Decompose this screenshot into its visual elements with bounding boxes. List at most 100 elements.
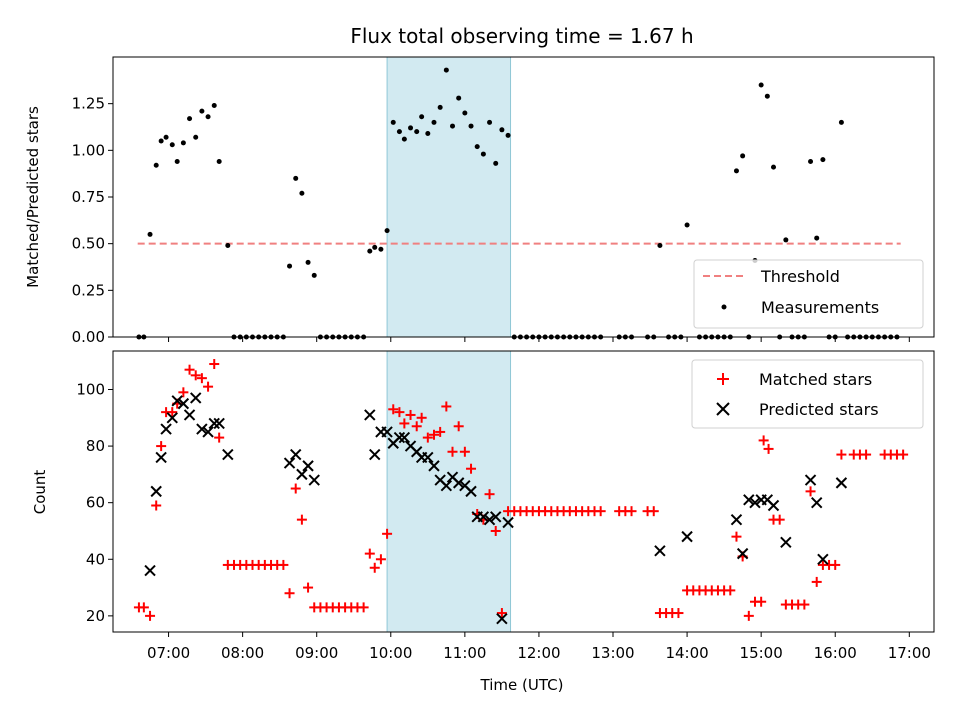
matched-point: [731, 531, 742, 542]
xtick-label: 10:00: [369, 644, 412, 662]
matched-point: [774, 514, 785, 525]
predicted-point: [302, 460, 314, 472]
matched-point: [805, 486, 816, 497]
predicted-point: [144, 564, 156, 577]
measurement-point: [468, 123, 474, 129]
predicted-point: [749, 496, 761, 509]
measurement-point: [499, 127, 505, 133]
matched-point: [394, 407, 405, 418]
predicted-point: [804, 474, 817, 486]
matched-point: [411, 421, 422, 432]
matched-point: [496, 608, 507, 619]
matched-point: [196, 373, 207, 384]
legend-measurements-label: Measurements: [761, 298, 879, 317]
measurement-point: [158, 138, 164, 144]
measurement-point: [487, 119, 493, 125]
ytick-label: 0.75: [72, 188, 105, 206]
predicted-point: [213, 417, 225, 430]
predicted-point: [160, 423, 172, 435]
matched-point: [190, 370, 201, 381]
predicted-point: [155, 451, 167, 464]
legend-matched-label: Matched stars: [759, 370, 872, 389]
matched-point: [184, 364, 195, 375]
predicted-point: [811, 496, 823, 509]
matched-point: [898, 449, 909, 460]
matched-point: [284, 588, 295, 599]
ytick-label: 80: [86, 437, 105, 455]
ytick-label: 1.25: [72, 95, 105, 113]
matched-point: [203, 381, 214, 392]
measurement-point: [431, 119, 437, 125]
measurement-point: [367, 248, 373, 254]
predicted-point: [736, 547, 749, 560]
measurement-point: [419, 114, 425, 120]
predicted-point: [743, 494, 755, 506]
matched-point: [382, 528, 393, 539]
measurement-point: [684, 222, 690, 228]
matched-point: [388, 404, 399, 415]
measurement-point: [443, 67, 449, 73]
highlight-span: [386, 56, 512, 338]
predicted-point: [171, 395, 183, 407]
predicted-point: [190, 392, 202, 404]
measurement-point: [764, 93, 770, 99]
ytick-label: 1.00: [72, 141, 105, 159]
matched-point: [296, 514, 307, 525]
predicted-point: [681, 530, 693, 543]
ytick-label: 40: [86, 550, 105, 568]
predicted-point: [183, 409, 196, 421]
matched-point: [416, 412, 427, 423]
predicted-point: [780, 536, 792, 549]
measurement-point: [401, 136, 407, 142]
predicted-point: [393, 431, 406, 444]
predicted-point: [296, 468, 308, 481]
measurement-point: [396, 129, 402, 135]
ytick-label: 100: [76, 380, 105, 398]
matched-point: [756, 596, 767, 607]
measurement-point: [216, 159, 222, 165]
measurement-point: [437, 104, 443, 110]
measurement-point: [153, 162, 159, 168]
measurement-point: [163, 134, 169, 140]
measurement-point: [657, 243, 663, 249]
matched-point: [861, 449, 872, 460]
panel-counts-ylabel: Count: [31, 470, 49, 515]
measurement-point: [771, 164, 777, 170]
matched-point: [151, 500, 162, 511]
measurement-point: [305, 259, 311, 265]
measurement-point: [169, 142, 175, 148]
matched-point: [466, 463, 477, 474]
xtick-label: 07:00: [147, 644, 190, 662]
matched-point: [447, 446, 458, 457]
matched-point: [453, 421, 464, 432]
measurement-point: [814, 235, 820, 241]
predicted-point: [817, 553, 829, 565]
measurement-point: [414, 129, 420, 135]
matched-point: [758, 435, 769, 446]
measurement-point: [820, 157, 826, 163]
xtick-label: 08:00: [221, 644, 264, 662]
measurement-point: [225, 243, 231, 249]
matched-point: [435, 426, 446, 437]
matched-point: [459, 446, 470, 457]
xtick-label: 17:00: [888, 644, 931, 662]
matched-point: [422, 432, 433, 443]
matched-point: [156, 441, 167, 452]
matched-point: [364, 548, 375, 559]
predicted-point: [283, 457, 296, 469]
measurement-point: [783, 237, 789, 243]
matched-point: [743, 610, 754, 621]
predicted-point: [654, 545, 666, 557]
predicted-point: [166, 412, 178, 424]
legend-predicted-label: Predicted stars: [759, 400, 879, 419]
measurement-point: [450, 123, 456, 129]
measurement-point: [493, 160, 499, 166]
panel-ratio: 0.00 0.25 0.50 0.75 1.00 1.25 Matched/Predict…: [24, 56, 935, 346]
measurement-point: [293, 175, 299, 181]
predicted-point: [364, 409, 376, 421]
predicted-point: [150, 485, 162, 498]
ytick-label: 0.25: [72, 281, 105, 299]
predicted-point: [452, 477, 465, 489]
predicted-point: [177, 397, 190, 410]
